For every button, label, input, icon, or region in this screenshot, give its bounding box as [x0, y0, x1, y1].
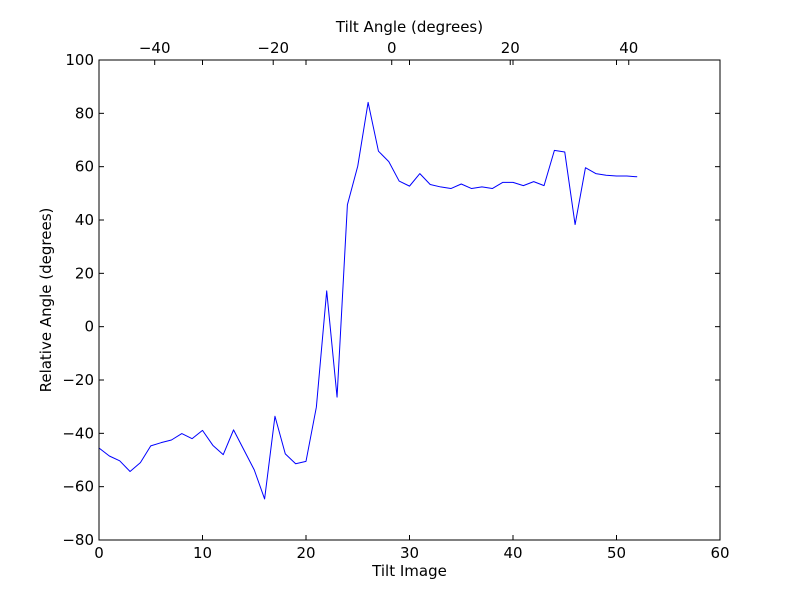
y-tick-label: −20	[62, 371, 94, 389]
y-tick-label: −60	[62, 478, 94, 496]
plot-frame	[98, 59, 721, 541]
x-tick-label: 10	[193, 544, 212, 562]
y-tick-label: 0	[84, 318, 94, 336]
x-tick-label: 0	[94, 544, 104, 562]
y-tick-label: 60	[75, 158, 94, 176]
top-tick-label: 20	[501, 39, 520, 57]
top-tick-label: 0	[387, 39, 397, 57]
plot-area	[99, 60, 720, 540]
y-tick-label: −80	[62, 531, 94, 549]
y-tick-label: 100	[65, 51, 94, 69]
top-tick-label: −40	[139, 39, 171, 57]
x-tick-label: 60	[710, 544, 729, 562]
y-tick-label: 20	[75, 264, 94, 282]
tick-labels: 0 10 20 30 40 50 60 −80 −60 −40 −20 0 20 40 60 80 100 −40…	[62, 39, 729, 562]
y-tick-label: 80	[75, 104, 94, 122]
x-tick-label: 20	[296, 544, 315, 562]
x-axis-title: Tilt Image	[371, 562, 447, 580]
series-group	[98, 101, 638, 500]
y-tick-label: −40	[62, 424, 94, 442]
y-tick-label: 40	[75, 211, 94, 229]
top-tick-label: 40	[619, 39, 638, 57]
series-line-0	[98, 101, 638, 500]
top-tick-label: −20	[257, 39, 289, 57]
x-tick-label: 40	[503, 544, 522, 562]
top-axis-title: Tilt Angle (degrees)	[335, 18, 483, 36]
x-tick-label: 30	[400, 544, 419, 562]
y-axis-title: Relative Angle (degrees)	[37, 208, 55, 393]
x-tick-label: 50	[607, 544, 626, 562]
